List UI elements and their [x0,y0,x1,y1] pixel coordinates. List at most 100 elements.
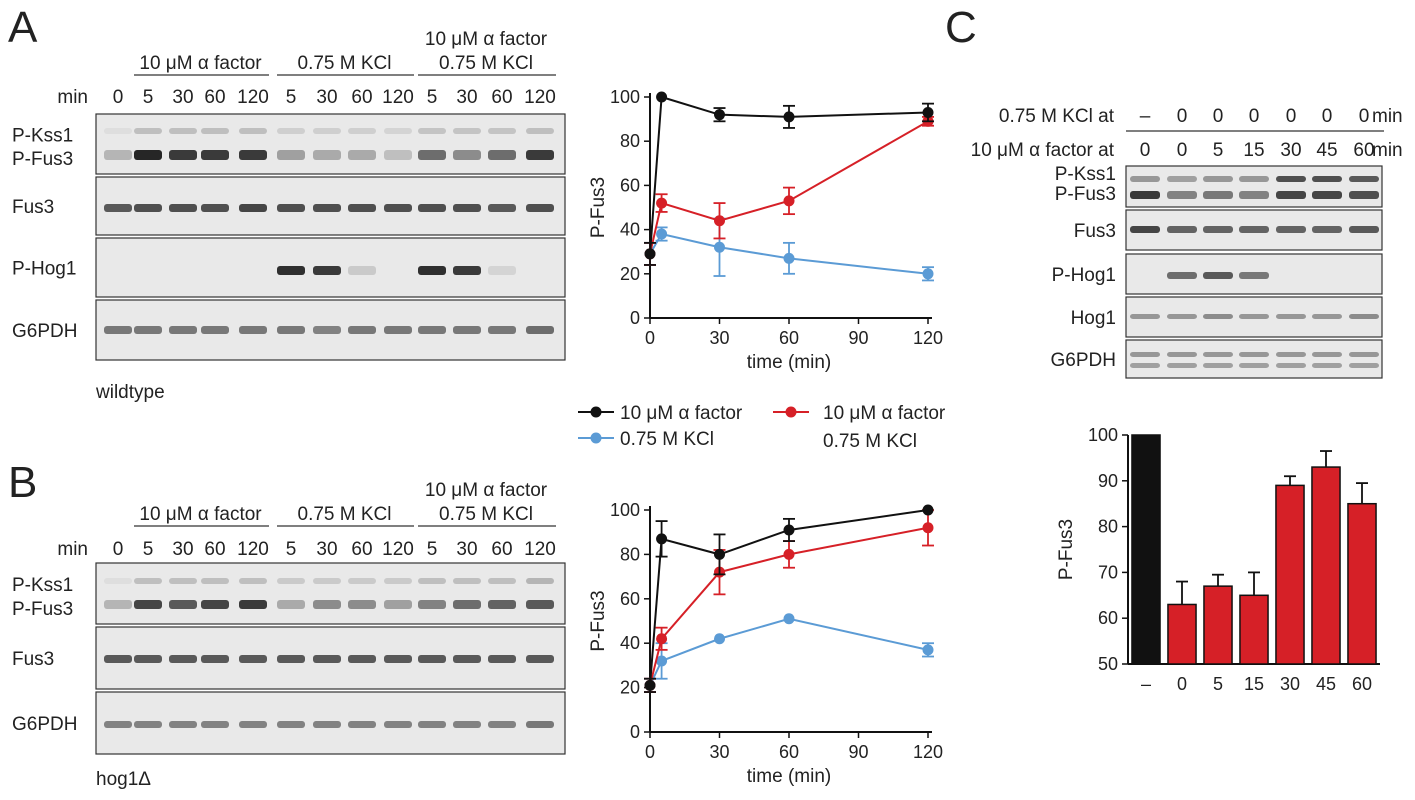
x-tick-label: 30 [709,742,729,762]
lane-label: 60 [204,539,225,560]
blot-band [1239,176,1269,182]
data-point [783,195,795,207]
blot-band [313,600,341,609]
blot-band [384,655,412,663]
time-header: min [57,539,88,560]
data-point [783,613,795,625]
blot-label: Fus3 [1074,221,1116,242]
blot-band [1312,191,1342,199]
blot-band [384,326,412,334]
y-tick-label: 0 [630,308,640,328]
data-point [922,268,934,280]
blot-band [488,326,516,334]
blot-band [1130,352,1160,357]
blot-band [277,266,305,275]
blot-label: G6PDH [12,714,77,735]
condition-label: 0.75 M KCl [439,53,533,74]
blot-band [1349,226,1379,233]
kcl-time-label: 0 [1322,106,1333,127]
x-tick-label: 120 [913,328,943,348]
lane-label: 30 [316,87,337,108]
legend-label: 10 μM α factor [620,403,743,424]
blot-band [418,204,446,212]
factor-time-label: 15 [1243,140,1264,161]
bar [1347,502,1377,665]
blot-band [526,600,554,609]
blot-band [1276,352,1306,357]
blot-band [169,600,197,609]
blot-band [239,326,267,334]
blot-band [418,578,446,584]
lane-label: 30 [172,539,193,560]
bar [1167,603,1197,665]
y-tick-label: 40 [620,633,640,653]
kcl-time-label: – [1140,106,1151,127]
lane-label: 120 [237,539,269,560]
chart-legend: 10 μM α factor 0.75 M KCl 10 μM α factor 0.… [578,403,946,452]
factor-time-label: 5 [1213,140,1224,161]
row-label: 10 μM α factor at [971,140,1115,161]
lane-label: 5 [427,87,438,108]
bar-chart-c: 50 60 70 80 90 100 P-Fus3 – 0 5 15 30 45 60 [1056,425,1380,694]
blot-band [134,326,162,334]
legend-marker [590,406,602,418]
blot-band [1276,314,1306,319]
blot-band [526,326,554,334]
blot-band [277,204,305,212]
blot-band [348,150,376,160]
blot-band [313,721,341,728]
blot-band [1130,314,1160,319]
blot-band [526,655,554,663]
blot-band [1276,226,1306,233]
x-tick-label: 90 [848,328,868,348]
line-chart-a: 0 20 40 60 80 100 0 30 60 90 120 time (min) P-Fus3 [588,87,943,373]
lane-label: 5 [286,87,297,108]
kcl-time-label: 0 [1249,106,1260,127]
blot-band [1349,176,1379,182]
blot-label: P-Kss1 [12,575,73,596]
y-tick-label: 50 [1098,654,1118,674]
data-point [656,228,668,240]
x-tick-label: – [1141,674,1151,694]
blot-band [453,204,481,212]
x-tick-label: 120 [913,742,943,762]
y-tick-label: 70 [1098,562,1118,582]
blot-band [526,128,554,134]
blot-band [1167,363,1197,368]
data-point [656,91,668,103]
blot-band [1239,191,1269,199]
blot-band [134,578,162,584]
x-tick-label: 0 [645,328,655,348]
blot-band [134,721,162,728]
blot-band [348,326,376,334]
x-tick-label: 60 [1352,674,1372,694]
blot-band [1312,176,1342,182]
y-tick-label: 100 [610,500,640,520]
blot-band [169,721,197,728]
lane-label: 120 [524,539,556,560]
x-tick-label: 90 [848,742,868,762]
blot-band [348,266,376,275]
data-point [714,109,725,121]
y-tick-label: 80 [620,544,640,564]
blot-band [488,721,516,728]
blot-band [201,128,229,134]
lane-label: 0 [113,539,124,560]
blot-band [201,326,229,334]
y-tick-label: 60 [1098,608,1118,628]
lane-label: 60 [491,87,512,108]
blot-band [418,128,446,134]
factor-time-label: 30 [1280,140,1301,161]
blot-band [1312,352,1342,357]
x-tick-label: 5 [1213,674,1223,694]
lane-label: 120 [382,87,414,108]
western-blot-b: 10 μM α factor 0.75 M KCl 10 μM α factor 0.… [12,480,566,755]
unit-label: min [1372,140,1403,161]
factor-time-label: 45 [1316,140,1337,161]
lane-label: 5 [143,87,154,108]
blot-band [277,600,305,609]
blot-band [1203,363,1233,368]
strain-label-b: hog1Δ [96,769,151,790]
blot-band [134,655,162,663]
